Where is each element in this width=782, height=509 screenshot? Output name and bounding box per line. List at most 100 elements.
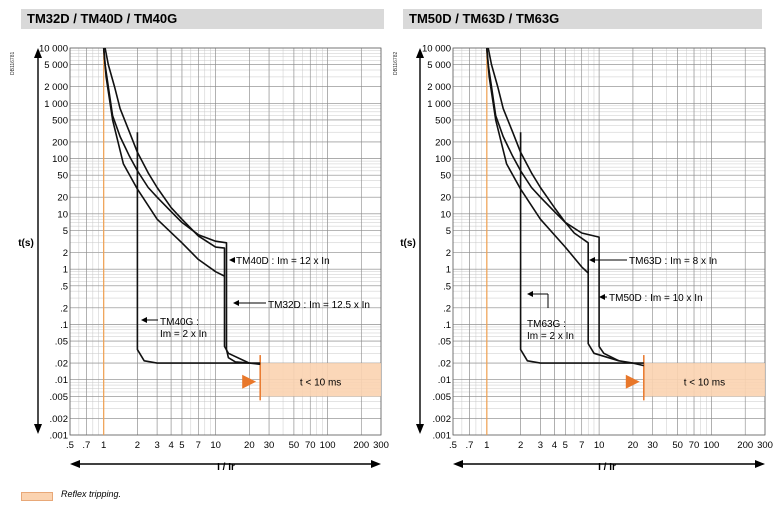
x-axis-label: I / Ir — [598, 462, 616, 473]
y-tick-label: 10 — [440, 209, 451, 220]
y-axis-arrowhead-up — [34, 48, 42, 58]
x-tick-label: 3 — [538, 440, 543, 451]
annotation-arrowhead — [233, 300, 239, 306]
x-tick-label: 1 — [484, 440, 489, 451]
curve-annotation: Im = 2 x In — [160, 329, 207, 340]
chart-title-right: TM50D / TM63D / TM63G — [403, 9, 762, 29]
y-axis-label: t(s) — [18, 238, 34, 249]
y-tick-label: .5 — [60, 281, 68, 292]
x-tick-label: 200 — [737, 440, 753, 451]
y-tick-label: 10 000 — [422, 44, 451, 55]
curve-annotation: TM40D : Im = 12 x In — [236, 256, 330, 267]
y-tick-label: .001 — [433, 431, 452, 442]
annotation-arrowhead — [141, 317, 147, 323]
y-tick-label: .2 — [443, 303, 451, 314]
y-tick-label: 2 000 — [427, 82, 451, 93]
x-tick-label: .7 — [82, 440, 90, 451]
x-tick-label: 5 — [563, 440, 568, 451]
y-tick-label: .1 — [443, 320, 451, 331]
y-tick-label: .01 — [438, 375, 451, 386]
plot-frame — [452, 47, 766, 436]
y-tick-label: 1 — [63, 265, 68, 276]
x-tick-label: 3 — [154, 440, 159, 451]
annotation-arrowhead — [527, 291, 533, 297]
legend-label: Reflex tripping. — [61, 489, 122, 499]
annotation-arrowhead — [229, 257, 235, 263]
y-tick-label: 20 — [57, 193, 68, 204]
x-axis-arrowhead-right — [755, 460, 765, 468]
x-tick-label: 20 — [244, 440, 255, 451]
reflex-zone-label: t < 10 ms — [684, 378, 725, 389]
reflex-zone-label: t < 10 ms — [300, 378, 341, 389]
trip-curve-3 — [102, 47, 225, 277]
y-tick-label: 1 — [446, 265, 451, 276]
curve-annotation: TM32D : Im = 12.5 x In — [268, 300, 370, 311]
y-tick-label: .5 — [443, 281, 451, 292]
y-tick-label: 20 — [440, 193, 451, 204]
x-tick-label: 50 — [289, 440, 300, 451]
y-tick-label: .1 — [60, 320, 68, 331]
x-tick-label: 30 — [647, 440, 658, 451]
curve-annotation: Im = 2 x In — [527, 331, 574, 342]
x-tick-label: 200 — [353, 440, 369, 451]
y-tick-label: 5 000 — [44, 60, 68, 71]
x-tick-label: 4 — [168, 440, 173, 451]
x-tick-label: 7 — [579, 440, 584, 451]
y-tick-label: 2 — [446, 248, 451, 259]
y-tick-label: .005 — [50, 392, 69, 403]
y-tick-label: 50 — [440, 171, 451, 182]
x-tick-label: .5 — [66, 440, 74, 451]
reflex-marker-arrow — [242, 374, 257, 389]
x-tick-label: .7 — [465, 440, 473, 451]
y-tick-label: .001 — [50, 431, 69, 442]
x-tick-label: 100 — [703, 440, 719, 451]
x-tick-label: 50 — [672, 440, 683, 451]
y-axis-arrowhead-down — [34, 424, 42, 434]
y-tick-label: 200 — [52, 137, 68, 148]
y-tick-label: 10 — [57, 209, 68, 220]
x-tick-label: 70 — [305, 440, 316, 451]
x-tick-label: 70 — [689, 440, 700, 451]
x-tick-label: 2 — [135, 440, 140, 451]
y-tick-label: .02 — [55, 359, 68, 370]
x-tick-label: 30 — [264, 440, 275, 451]
trip-curve-3 — [486, 47, 589, 274]
y-tick-label: .02 — [438, 359, 451, 370]
y-tick-label: .002 — [50, 414, 69, 425]
y-tick-label: 1 000 — [44, 99, 68, 110]
y-axis-arrowhead-down — [416, 424, 424, 434]
y-tick-label: .01 — [55, 375, 68, 386]
y-tick-label: 500 — [52, 115, 68, 126]
y-axis-label: t(s) — [400, 238, 416, 249]
y-tick-label: 500 — [435, 115, 451, 126]
plot-frame — [69, 47, 382, 436]
y-tick-label: 1 000 — [427, 99, 451, 110]
trip-curve-2 — [487, 47, 620, 362]
x-tick-label: 1 — [101, 440, 106, 451]
x-axis-arrowhead-right — [371, 460, 381, 468]
annotation-arrowhead — [599, 294, 605, 300]
y-tick-label: 5 — [446, 226, 451, 237]
y-tick-label: .05 — [55, 337, 68, 348]
trip-curve-2 — [104, 47, 250, 364]
x-tick-label: 2 — [518, 440, 523, 451]
legend-swatch — [21, 492, 53, 501]
reflex-marker-arrow — [625, 374, 640, 389]
y-axis-arrowhead-up — [416, 48, 424, 58]
y-tick-label: .2 — [60, 303, 68, 314]
x-axis-arrowhead-left — [70, 460, 80, 468]
curve-annotation: TM40G : — [160, 317, 199, 328]
annotation-arrowhead — [589, 257, 595, 263]
x-tick-label: 5 — [179, 440, 184, 451]
y-tick-label: 2 — [63, 248, 68, 259]
x-tick-label: 300 — [757, 440, 773, 451]
x-tick-label: 100 — [320, 440, 336, 451]
x-tick-label: 4 — [552, 440, 557, 451]
y-tick-label: .005 — [433, 392, 452, 403]
x-axis-arrowhead-left — [453, 460, 463, 468]
reflex-tripping-zone — [643, 363, 765, 397]
x-tick-label: .5 — [449, 440, 457, 451]
y-tick-label: 5 000 — [427, 60, 451, 71]
reflex-tripping-zone — [260, 363, 381, 397]
